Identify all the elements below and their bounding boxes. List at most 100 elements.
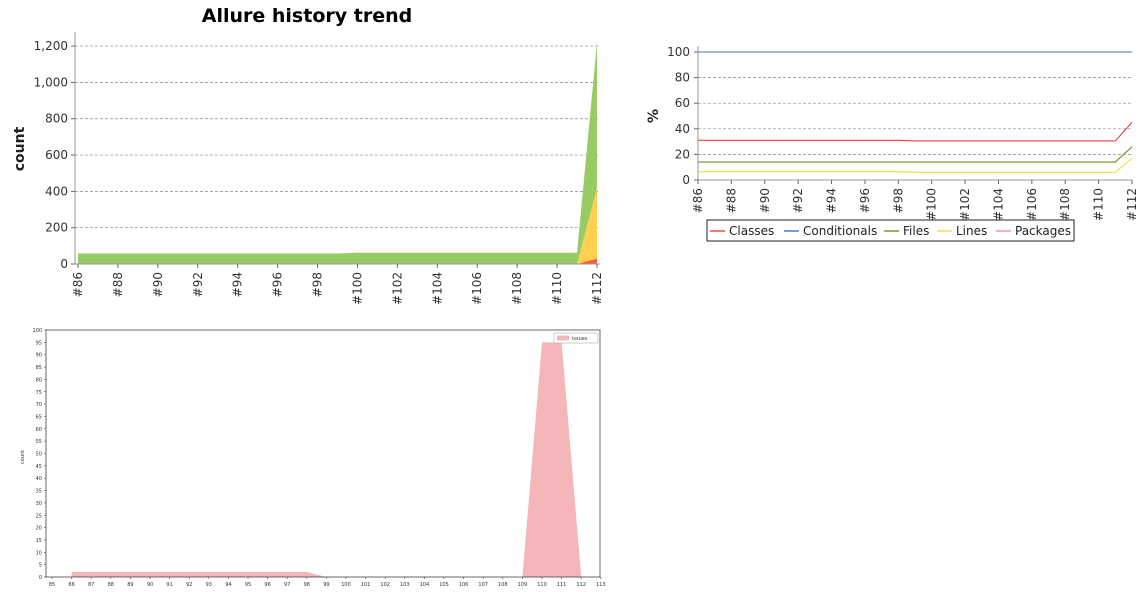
issues-ytick-label: 90: [36, 353, 42, 359]
coverage-panel: % 0 20 40 60 80 100 #86 #88 #90 #92 #94 #96 #98 #100…: [640, 0, 1147, 300]
coverage-legend-label: Classes: [729, 224, 774, 238]
issues-xtick-label: 100: [341, 582, 351, 588]
issues-xtick-label: 103: [400, 582, 410, 588]
issues-ytick-label: 80: [36, 377, 42, 383]
issues-xtick-label: 99: [323, 582, 329, 588]
issues-plot-frame: [45, 329, 601, 578]
coverage-xtick-label: #86: [691, 188, 705, 213]
issues-ytick-label: 75: [36, 390, 42, 396]
coverage-chart: % 0 20 40 60 80 100 #86 #88 #90 #92 #94 #96 #98 #100…: [646, 45, 1139, 242]
allure-xtick-label: #96: [271, 272, 285, 297]
coverage-xtick-label: #96: [858, 188, 872, 213]
coverage-legend-label: Packages: [1015, 224, 1071, 238]
allure-ytick-label: 1,200: [34, 39, 68, 53]
issues-xtick-label: 102: [380, 582, 390, 588]
coverage-xtick-label: #106: [1025, 188, 1039, 221]
allure-xtick-label: #112: [590, 272, 604, 305]
issues-xtick-label: 97: [284, 582, 290, 588]
coverage-xtick-label: #88: [724, 188, 738, 213]
issues-ytick-label: 15: [36, 538, 42, 544]
coverage-ytick-label: 20: [675, 147, 690, 161]
issues-xtick-label: 101: [361, 582, 371, 588]
issues-ytick-label: 50: [36, 452, 42, 458]
coverage-xtick-label: #90: [758, 188, 772, 213]
allure-xtick-label: #102: [390, 272, 404, 305]
allure-ytick-label: 400: [45, 184, 68, 198]
allure-ytick-label: 200: [45, 221, 68, 235]
coverage-line-classes: [698, 122, 1133, 142]
issues-ytick-label: 65: [36, 414, 42, 420]
issues-xtick-label: 106: [459, 582, 469, 588]
issues-area: [71, 342, 582, 577]
coverage-xtick-label: #92: [791, 188, 805, 213]
coverage-legend-label: Conditionals: [803, 224, 877, 238]
issues-ytick-label: 70: [36, 402, 42, 408]
coverage-ytick-label: 40: [675, 122, 690, 136]
coverage-xtick-label: #102: [958, 188, 972, 221]
allure-ytick-label: 600: [45, 148, 68, 162]
issues-panel: count 0 5 10 15 20 25 30 35 40 45 50 55 60 65 70 75 80 85…: [0, 322, 640, 592]
allure-xtick-label: #88: [111, 272, 125, 297]
coverage-xtick-label: #108: [1058, 188, 1072, 221]
allure-area-series-1: [78, 187, 597, 264]
coverage-legend-label: Lines: [956, 224, 987, 238]
coverage-y-axis-label: %: [646, 109, 662, 123]
issues-xtick-label: 110: [537, 582, 547, 588]
issues-legend-label: issues: [572, 336, 588, 342]
issues-xtick-label: 92: [186, 582, 192, 588]
coverage-xtick-label: #94: [825, 188, 839, 213]
issues-xtick-label: 88: [108, 582, 114, 588]
issues-xtick-label: 90: [147, 582, 153, 588]
issues-xtick-label: 108: [498, 582, 508, 588]
issues-xtick-label: 89: [127, 582, 133, 588]
coverage-line-lines: [698, 157, 1133, 173]
issues-xtick-label: 91: [166, 582, 172, 588]
coverage-xtick-label: #112: [1125, 188, 1139, 221]
issues-ytick-label: 60: [36, 427, 42, 433]
issues-xtick-label: 107: [478, 582, 488, 588]
issues-xtick-label: 93: [206, 582, 212, 588]
issues-ytick-label: 40: [36, 476, 42, 482]
allure-y-axis-label: count: [12, 126, 28, 171]
issues-chart: count 0 5 10 15 20 25 30 35 40 45 50 55 60 65 70 75 80 85…: [20, 328, 606, 588]
allure-xtick-label: #98: [311, 272, 325, 297]
coverage-xtick-label: #98: [891, 188, 905, 213]
allure-xtick-label: #100: [350, 272, 364, 305]
issues-y-axis-label: count: [20, 450, 26, 464]
coverage-xtick-label: #104: [991, 188, 1005, 221]
issues-xtick-label: 109: [518, 582, 528, 588]
issues-ytick-label: 35: [36, 489, 42, 495]
issues-legend-box: [553, 332, 599, 344]
issues-xtick-label: 87: [88, 582, 94, 588]
issues-xtick-label: 85: [49, 582, 55, 588]
issues-ytick-label: 30: [36, 501, 42, 507]
issues-ytick-label: 25: [36, 513, 42, 519]
issues-ytick-label: 100: [32, 328, 42, 334]
allure-xtick-label: #94: [231, 272, 245, 297]
issues-ytick-label: 20: [36, 526, 42, 532]
issues-xtick-label: 105: [439, 582, 449, 588]
allure-xtick-label: #92: [191, 272, 205, 297]
allure-area-series-2: [78, 42, 597, 265]
coverage-legend-label: Files: [903, 224, 929, 238]
allure-ytick-label: 800: [45, 112, 68, 126]
allure-xtick-label: #90: [151, 272, 165, 297]
allure-xtick-label: #86: [71, 272, 85, 297]
issues-ytick-label: 95: [36, 340, 42, 346]
coverage-ytick-label: 100: [667, 45, 690, 59]
allure-ytick-label: 1,000: [34, 75, 68, 89]
coverage-ytick-label: 80: [675, 71, 690, 85]
issues-ytick-label: 55: [36, 439, 42, 445]
issues-xtick-label: 86: [68, 582, 74, 588]
issues-xtick-label: 111: [557, 582, 567, 588]
allure-chart-title: Allure history trend: [202, 5, 412, 27]
issues-xtick-label: 94: [225, 582, 231, 588]
issues-ytick-label: 85: [36, 365, 42, 371]
issues-xtick-label: 113: [596, 582, 606, 588]
allure-xtick-label: #110: [550, 272, 564, 305]
coverage-xtick-label: #110: [1092, 188, 1106, 221]
allure-trend-panel: Allure history trend count 0 200 400 600 800…: [0, 0, 640, 305]
issues-legend-swatch: [557, 335, 569, 341]
issues-ytick-label: 0: [39, 575, 42, 581]
allure-xtick-label: #106: [470, 272, 484, 305]
